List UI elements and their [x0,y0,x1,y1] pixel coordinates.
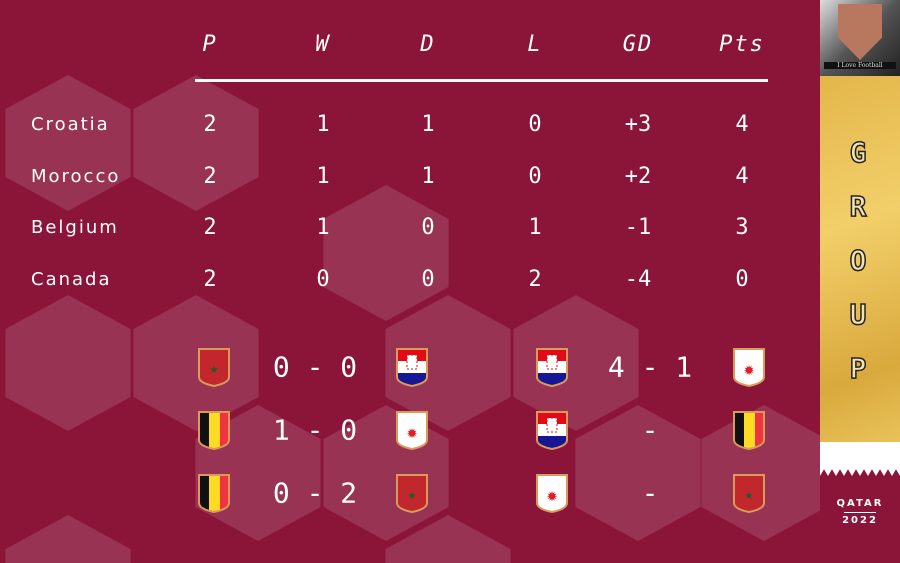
stat-p: 2 [203,164,217,189]
qatar-flag-serration [820,442,900,476]
column-header-pts: Pts [719,32,765,57]
flag-belgium-icon [197,473,231,514]
stat-d: 0 [421,215,435,240]
column-header-l: L [527,32,543,57]
stat-pts: 0 [735,267,749,292]
stat-gd: +3 [624,112,652,137]
stat-d: 1 [421,164,435,189]
qatar-label: QATAR [836,498,884,509]
match-score: 0 - 0 [272,350,358,384]
hexagon-decoration [133,295,259,431]
flag-canada-icon: ✹ [535,473,569,514]
hexagon-decoration [5,75,131,211]
stat-l: 2 [528,267,542,292]
flag-croatia-icon [535,347,569,388]
stat-l: 1 [528,215,542,240]
flag-belgium-icon [732,410,766,451]
hexagon-decoration [133,75,259,211]
match-score: - [641,476,659,510]
column-header-p: P [202,32,218,57]
group-letter: U [849,297,867,332]
svg-text:★: ★ [745,487,754,503]
year-label: 2022 [842,515,878,526]
logo-text: I Love Football [824,62,896,69]
flag-morocco-icon: ★ [197,347,231,388]
divider [844,512,876,513]
header-divider [195,79,768,82]
stat-w: 1 [316,215,330,240]
svg-text:✹: ✹ [407,422,418,443]
svg-text:★: ★ [408,487,417,503]
match-score: 0 - 2 [272,476,358,510]
hexagon-decoration [5,295,131,431]
team-name: Belgium [31,217,119,238]
match-score: 1 - 0 [272,413,358,447]
stat-p: 2 [203,215,217,240]
stat-l: 0 [528,112,542,137]
gold-banner [820,76,900,442]
group-letter: O [849,243,867,278]
shield-icon [838,4,882,60]
flag-morocco-icon: ★ [395,473,429,514]
stat-pts: 4 [735,112,749,137]
stat-p: 2 [203,267,217,292]
flag-morocco-icon: ★ [732,473,766,514]
column-header-gd: GD [622,32,654,57]
stat-w: 0 [316,267,330,292]
group-letter: P [849,351,867,386]
stat-pts: 4 [735,164,749,189]
group-letter: G [849,135,867,170]
stat-gd: -1 [624,215,652,240]
team-name: Morocco [31,166,121,187]
stat-w: 1 [316,164,330,189]
flag-canada-icon: ✹ [732,347,766,388]
team-name: Croatia [31,114,110,135]
stat-pts: 3 [735,215,749,240]
flag-croatia-icon [395,347,429,388]
hexagon-decoration [575,405,701,541]
stat-gd: -4 [624,267,652,292]
group-letter: R [849,189,867,224]
stat-d: 0 [421,267,435,292]
logo: I Love Football [820,0,900,76]
stat-p: 2 [203,112,217,137]
match-score: - [641,413,659,447]
match-score: 4 - 1 [607,350,693,384]
column-header-d: D [420,32,436,57]
flag-croatia-icon [535,410,569,451]
stat-gd: +2 [624,164,652,189]
stat-w: 1 [316,112,330,137]
svg-text:✹: ✹ [744,359,755,380]
stat-d: 1 [421,112,435,137]
hexagon-decoration [323,185,449,321]
flag-belgium-icon [197,410,231,451]
hexagon-decoration [5,515,131,563]
team-name: Canada [31,269,112,290]
stat-l: 0 [528,164,542,189]
svg-text:✹: ✹ [547,485,558,506]
svg-text:★: ★ [210,361,219,377]
flag-canada-icon: ✹ [395,410,429,451]
column-header-w: W [315,32,331,57]
